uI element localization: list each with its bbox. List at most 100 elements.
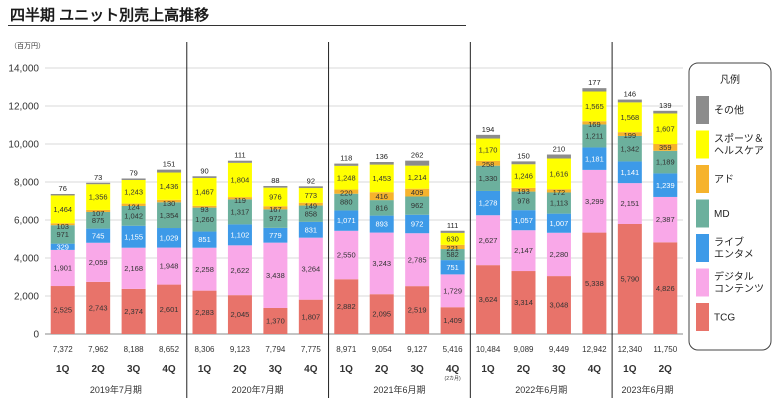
legend-label: TCG: [714, 313, 735, 324]
data-label: 139: [659, 101, 672, 110]
bar-segment: [653, 150, 678, 174]
data-label: 172: [553, 188, 566, 197]
bar-segment: [121, 205, 146, 226]
bar-segment: [298, 205, 323, 222]
data-label: 2,283: [195, 308, 214, 317]
data-label: 2,374: [124, 307, 143, 316]
data-label: 1,409: [443, 316, 462, 325]
data-label: 3,314: [514, 298, 533, 307]
title-divider: [8, 25, 466, 26]
total-label: 7,775: [301, 345, 322, 354]
total-label: 9,449: [549, 345, 570, 354]
bar-segment: [86, 209, 111, 212]
data-label: 93: [200, 205, 208, 214]
legend-box: [688, 62, 772, 351]
data-label: 1,007: [550, 219, 569, 228]
x-tick-label: 2Q: [91, 364, 105, 375]
data-label: 2,095: [372, 310, 391, 319]
data-label: 1,565: [585, 102, 604, 111]
data-label: 3,299: [585, 197, 604, 206]
bar-segment: [546, 232, 571, 277]
x-tick-label: 2Q: [375, 364, 389, 375]
data-label: 2,059: [89, 258, 108, 267]
bar-segment: [86, 182, 111, 185]
bar-segment: [617, 99, 642, 103]
bar-segment: [405, 286, 430, 334]
bar-segment: [86, 184, 111, 210]
bar-segment: [86, 211, 111, 229]
data-label: 3,264: [301, 264, 320, 273]
total-label: 11,750: [653, 345, 677, 354]
data-label: 1,243: [124, 187, 143, 196]
data-label: 1,436: [160, 182, 179, 191]
bar-segment: [546, 154, 571, 159]
bar-segment: [50, 223, 75, 226]
bar-segment: [440, 274, 465, 308]
data-label: 3,438: [266, 271, 285, 280]
data-label: 146: [624, 90, 637, 99]
bar-segment: [192, 290, 217, 334]
data-label: 167: [269, 205, 282, 214]
data-label: 1,464: [53, 205, 72, 214]
x-tick-label: 3Q: [127, 364, 141, 375]
bar-segment: [298, 237, 323, 300]
legend-label: ライブエンタメ: [714, 236, 754, 261]
fiscal-year-label: 2020年7月期: [232, 384, 284, 395]
data-label: 1,042: [124, 211, 143, 220]
data-label: 1,568: [620, 113, 639, 122]
data-label: 831: [305, 225, 318, 234]
data-label: 1,102: [231, 230, 250, 239]
data-label: 119: [234, 196, 246, 205]
bar-segment: [617, 161, 642, 184]
bar-segment: [227, 245, 252, 296]
data-label: 1,155: [124, 232, 143, 241]
data-label: 1,330: [479, 174, 498, 183]
bar-segment: [227, 162, 252, 198]
total-label: 9,123: [230, 345, 251, 354]
data-label: 1,170: [479, 145, 498, 154]
fiscal-year-label: 2021年6月期: [373, 384, 425, 395]
data-label: 880: [340, 198, 353, 207]
bar-segment: [511, 161, 536, 165]
x-tick-label: 2Q: [659, 364, 673, 375]
bar-segment: [50, 195, 75, 224]
unit-label: （百万円）: [10, 42, 45, 50]
data-label: 1,260: [195, 215, 214, 224]
data-label: 972: [269, 214, 282, 223]
legend-swatch: [696, 130, 709, 159]
bar-segment: [192, 207, 217, 232]
legend-swatch: [696, 96, 709, 124]
bar-segment: [405, 165, 430, 189]
data-label: 151: [163, 160, 176, 169]
bar-segment: [511, 187, 536, 192]
data-label: 2,258: [195, 265, 214, 274]
data-label: 2,882: [337, 302, 356, 311]
data-label: 1,214: [408, 173, 427, 182]
bar-segment: [263, 307, 288, 334]
y-tick-label: 14,000: [8, 64, 39, 75]
fiscal-year-label: 2019年7月期: [90, 384, 142, 395]
total-label: 7,962: [88, 345, 109, 354]
data-label: 976: [269, 193, 282, 202]
x-tick-label: 2Q: [233, 364, 247, 375]
data-label: 130: [163, 199, 176, 208]
data-label: 92: [307, 176, 315, 185]
bar-segment: [582, 232, 607, 334]
bar-segment: [440, 249, 465, 261]
data-label: 2,785: [408, 255, 427, 264]
data-label: 773: [305, 191, 318, 200]
legend-title: 凡例: [720, 73, 740, 86]
bar-segment: [405, 233, 430, 287]
data-label: 1,246: [514, 172, 533, 181]
bar-segment: [263, 185, 288, 188]
total-label: 9,127: [407, 345, 428, 354]
data-label: 1,342: [620, 144, 639, 153]
bar-segment: [511, 191, 536, 211]
data-label: 978: [517, 196, 530, 205]
bar-segment: [546, 213, 571, 233]
data-label: 221: [446, 244, 459, 253]
data-label: 1,616: [550, 169, 569, 178]
bar-segment: [511, 210, 536, 231]
bar-segment: [369, 200, 394, 216]
y-tick-label: 0: [33, 330, 39, 341]
